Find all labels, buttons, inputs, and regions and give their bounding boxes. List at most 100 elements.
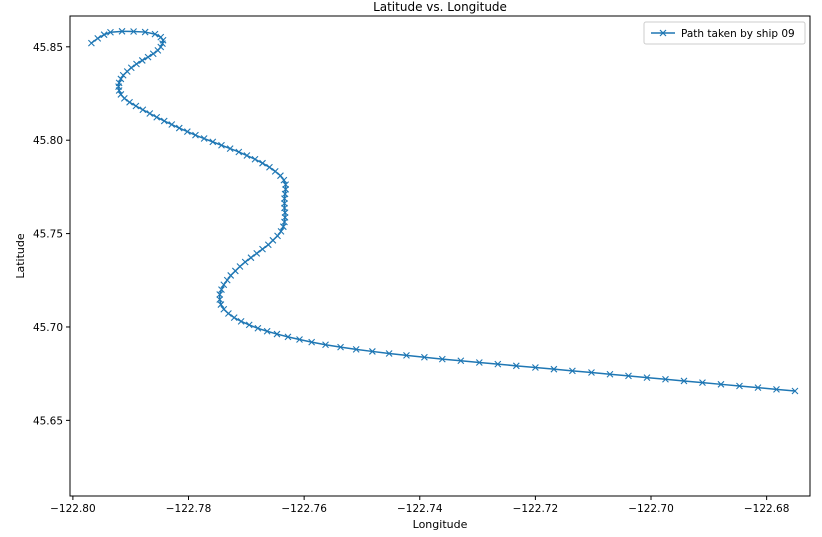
data-point-marker (259, 159, 266, 167)
axes-frame (69, 15, 811, 497)
data-point-marker (154, 46, 162, 54)
data-point-marker (457, 357, 465, 365)
data-point-marker (259, 245, 266, 253)
data-point-marker (118, 27, 126, 35)
data-point-marker (235, 148, 243, 156)
data-point-marker (277, 227, 285, 235)
data-point-marker (218, 141, 225, 149)
data-point-marker (117, 75, 125, 83)
x-tick-label: −122.68 (744, 503, 790, 515)
data-point-marker (254, 324, 262, 332)
data-point-marker (146, 110, 154, 117)
y-axis-label: Latitude (14, 233, 27, 279)
y-tick-label: 45.70 (33, 322, 63, 334)
data-point-marker (550, 365, 558, 373)
data-point-marker (284, 333, 292, 341)
data-point-marker (569, 367, 576, 375)
data-point-marker (532, 364, 539, 371)
data-point-marker (296, 336, 303, 343)
x-tick-label: −122.76 (281, 503, 327, 515)
series-layer (88, 27, 799, 395)
y-tick-label: 45.75 (33, 229, 63, 241)
data-point-marker (132, 102, 140, 110)
data-point-marker (119, 71, 127, 79)
data-point-marker (368, 348, 376, 355)
data-point-marker (133, 60, 140, 68)
data-point-marker (253, 249, 261, 257)
data-point-marker (153, 113, 161, 121)
data-point-marker (192, 131, 199, 139)
data-point-marker (159, 40, 166, 48)
data-point-marker (773, 385, 780, 393)
data-point-marker (251, 155, 259, 163)
x-tick-label: −122.78 (166, 503, 212, 515)
data-point-marker (157, 33, 165, 41)
data-point-marker (264, 241, 272, 249)
data-point-marker (754, 384, 762, 392)
data-point-marker (175, 124, 183, 132)
data-point-marker (680, 377, 688, 385)
data-point-marker (230, 314, 238, 322)
data-point-marker (130, 28, 137, 35)
data-point-marker (227, 272, 235, 279)
x-tick-label: −122.70 (628, 503, 674, 515)
data-point-marker (139, 106, 147, 114)
data-point-marker (588, 369, 595, 376)
data-point-marker (218, 286, 225, 294)
y-tick-label: 45.85 (33, 42, 63, 54)
data-point-marker (279, 223, 287, 231)
data-point-marker (217, 301, 225, 308)
data-point-marker (94, 35, 102, 42)
data-point-marker (200, 135, 208, 142)
data-point-marker (273, 330, 281, 338)
data-point-marker (403, 351, 410, 359)
y-tick-label: 45.80 (33, 135, 63, 147)
data-point-marker (494, 360, 502, 368)
legend-marker-x-icon (659, 29, 667, 37)
data-point-marker (308, 338, 316, 346)
data-point-marker (216, 296, 224, 303)
x-tick-label: −122.80 (50, 503, 96, 515)
legend: Path taken by ship 09 (643, 21, 806, 45)
data-point-marker (322, 341, 329, 349)
data-point-marker (226, 145, 234, 152)
data-point-marker (100, 31, 108, 39)
data-point-marker (144, 53, 152, 61)
data-point-marker (271, 168, 279, 175)
data-point-marker (717, 380, 725, 388)
data-point-marker (183, 128, 191, 135)
data-point-marker (352, 345, 360, 353)
data-point-marker (421, 353, 428, 361)
data-point-marker (151, 30, 159, 38)
data-point-marker (385, 350, 393, 357)
data-point-marker (247, 254, 255, 262)
data-point-marker (237, 317, 245, 325)
data-point-marker (88, 39, 95, 47)
data-point-marker (209, 138, 217, 146)
data-point-marker (168, 121, 176, 128)
data-point-marker (791, 387, 799, 395)
data-point-marker (216, 291, 224, 298)
data-point-marker (120, 94, 128, 102)
data-point-marker (245, 321, 253, 329)
data-point-marker (223, 276, 231, 284)
data-point-marker (263, 327, 271, 335)
x-axis-label: Longitude (413, 518, 468, 531)
data-point-marker (225, 310, 232, 317)
data-point-marker (107, 28, 114, 36)
data-point-marker (280, 176, 288, 184)
data-point-marker (115, 87, 123, 94)
data-point-marker (736, 382, 743, 390)
legend-box (643, 21, 806, 45)
data-point-marker (138, 57, 146, 64)
data-point-marker (512, 362, 520, 370)
x-axis-ticks: −122.80 −122.78 −122.76 −122.74 −122.72 −122.… (50, 496, 789, 515)
data-point-marker (475, 359, 483, 366)
data-point-marker (662, 375, 669, 383)
data-point-marker (606, 370, 614, 378)
chart-title: Latitude vs. Longitude (373, 0, 507, 14)
data-point-marker (643, 374, 651, 381)
data-point-marker (625, 372, 632, 380)
x-tick-label: −122.72 (513, 503, 559, 515)
data-point-marker (149, 50, 157, 58)
